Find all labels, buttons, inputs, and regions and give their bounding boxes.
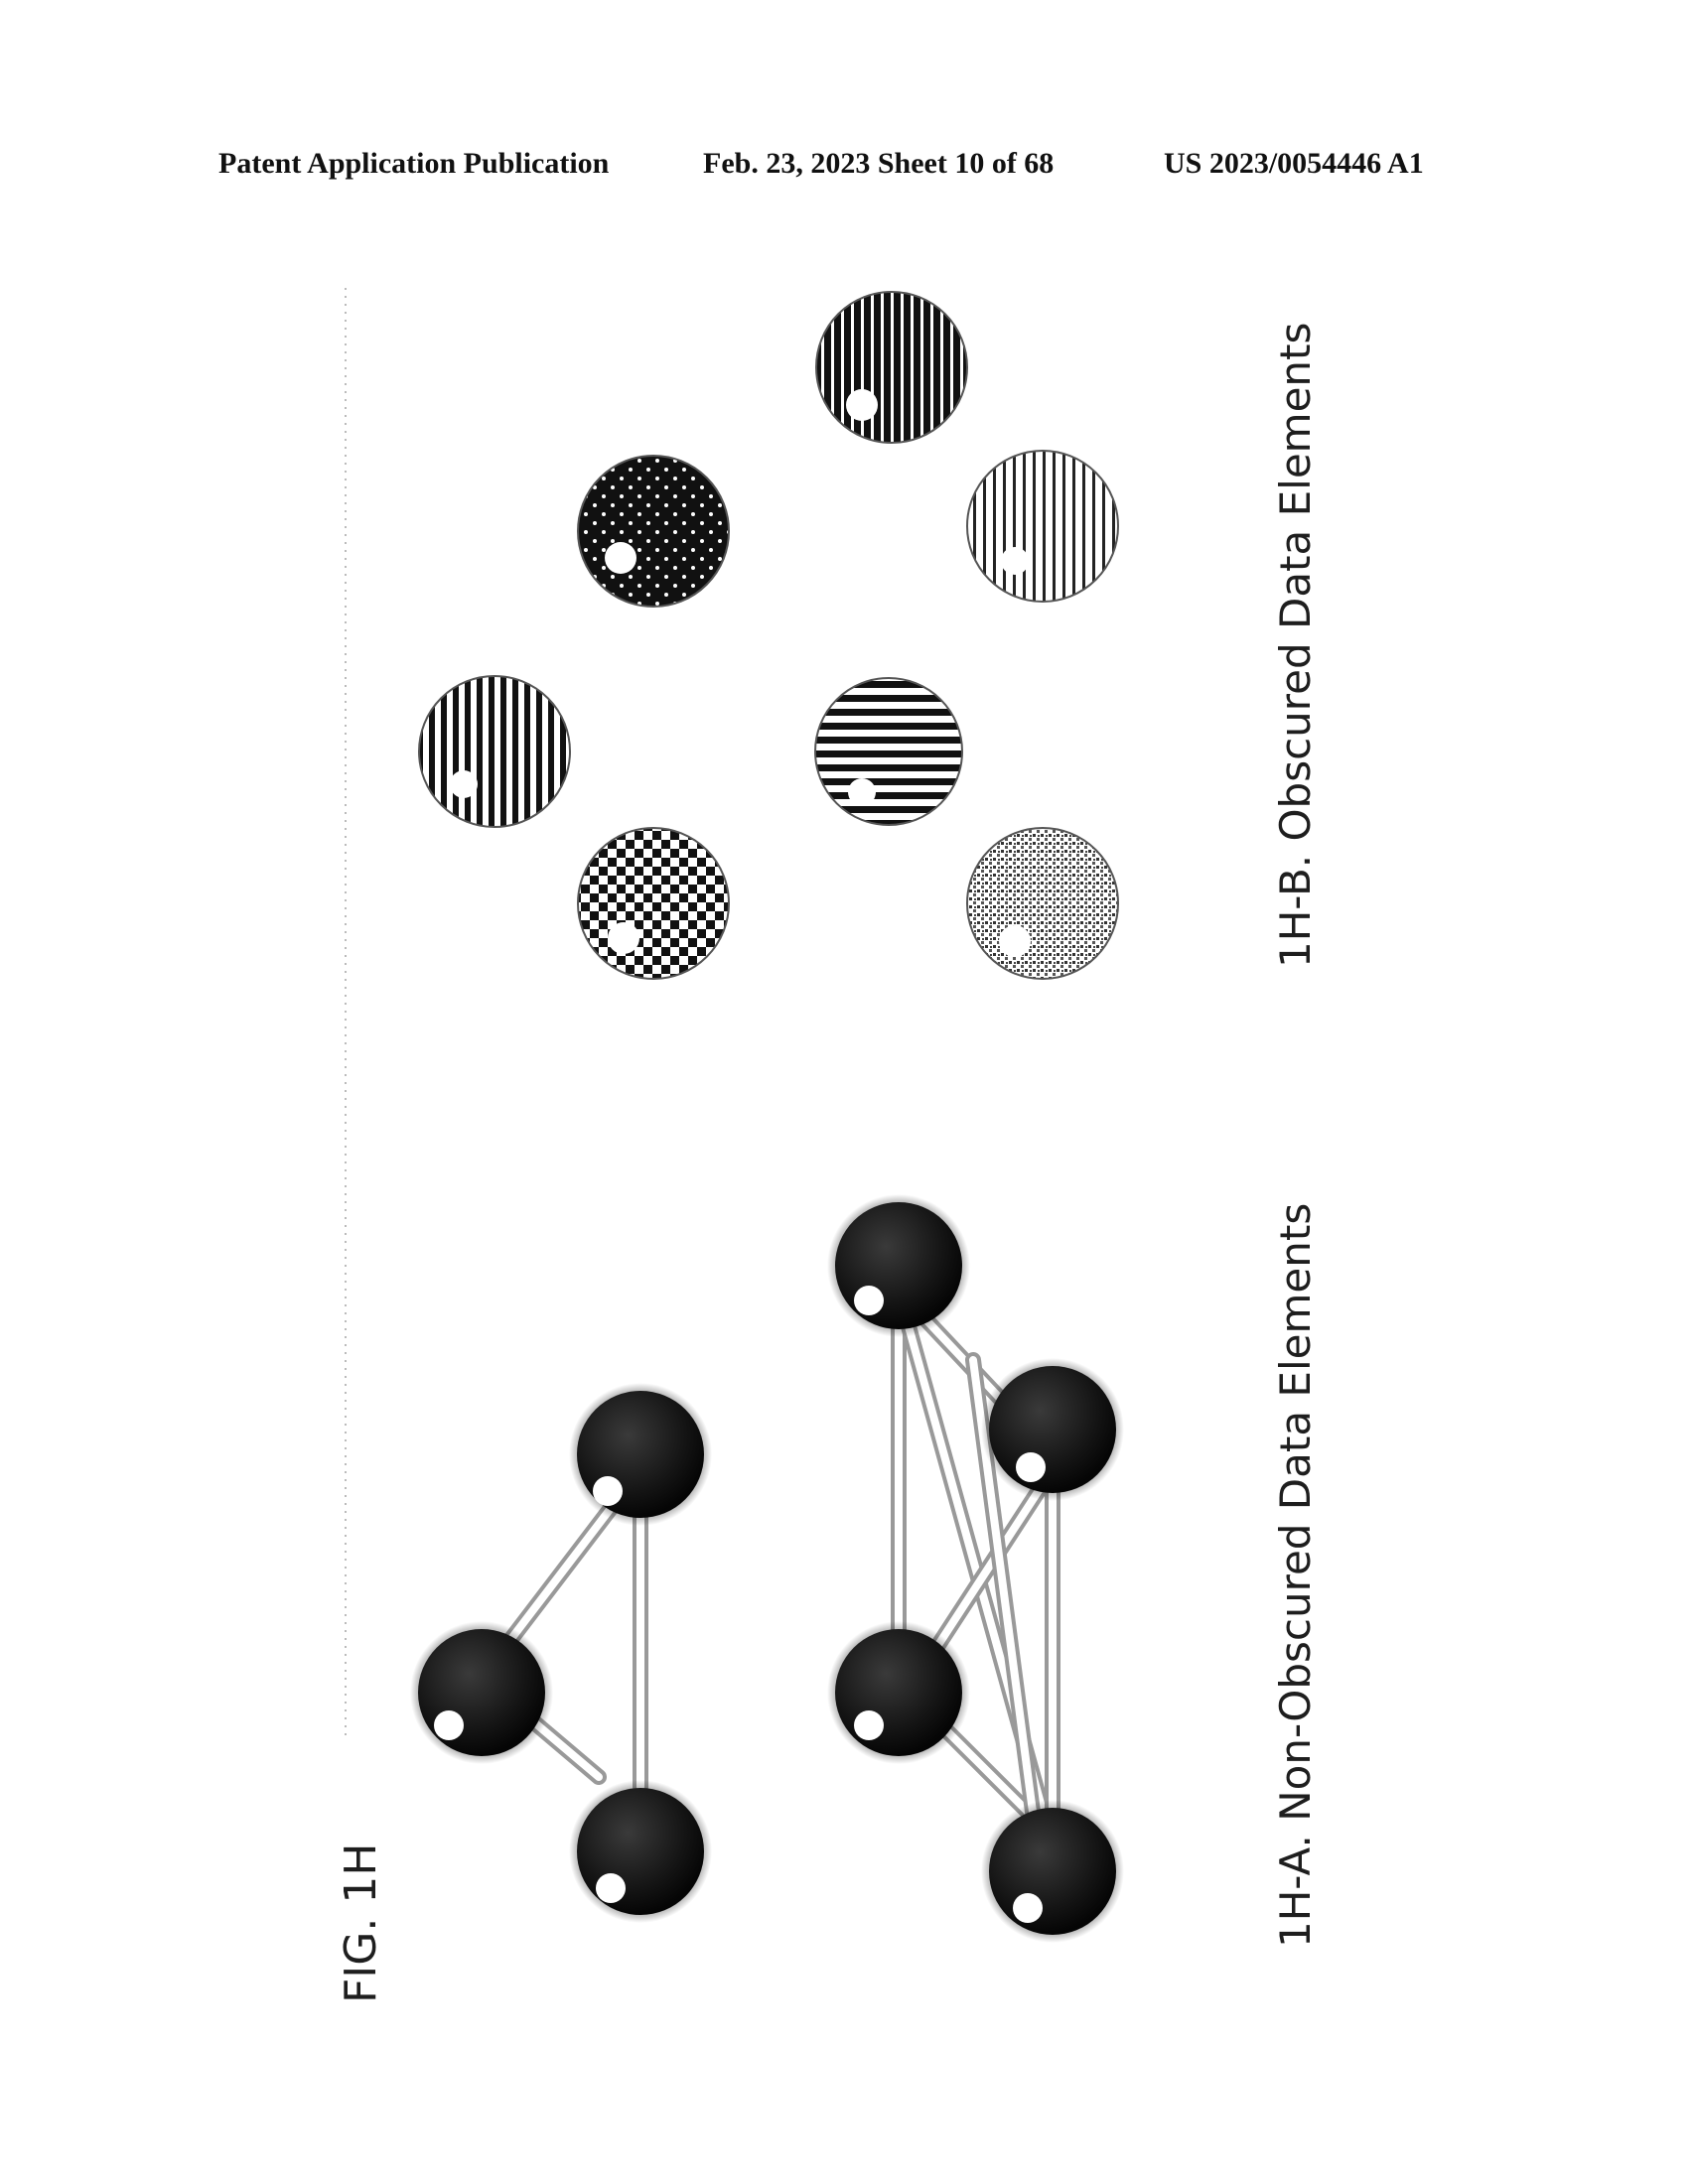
network-node xyxy=(981,1800,1124,1943)
network-node xyxy=(569,1383,712,1526)
network-node xyxy=(827,1621,970,1764)
obscured-element-checker xyxy=(577,827,730,980)
network-node xyxy=(410,1621,553,1764)
obscured-element-dense-vertical-stripes xyxy=(418,675,571,828)
publication-label: Patent Application Publication xyxy=(218,147,610,180)
date-sheet-label: Feb. 23, 2023 Sheet 10 of 68 xyxy=(703,147,1055,180)
obscured-element-vertical-stripes xyxy=(815,291,968,444)
obscured-element-horizontal-stripes xyxy=(814,677,963,826)
network-node xyxy=(569,1780,712,1923)
obscured-element-stipple xyxy=(966,827,1119,980)
obscured-element-fine-vertical-stripes xyxy=(966,450,1119,603)
network-node xyxy=(981,1358,1124,1501)
network-node xyxy=(827,1194,970,1337)
page-header: Patent Application Publication Feb. 23, … xyxy=(0,147,1695,187)
network-links xyxy=(474,1283,1060,1854)
publication-number: US 2023/0054446 A1 xyxy=(1164,147,1424,180)
obscured-element-dots xyxy=(577,455,730,608)
